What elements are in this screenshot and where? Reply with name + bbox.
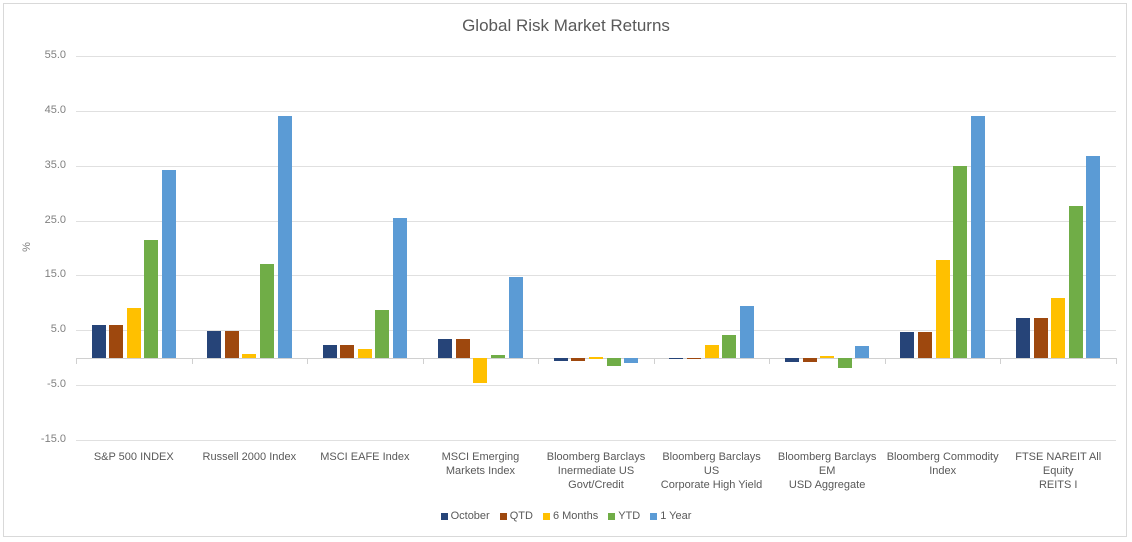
y-axis-label: %	[20, 242, 33, 252]
bar-1-year	[277, 115, 292, 358]
x-tick-mark	[1000, 357, 1002, 364]
x-tick-mark	[653, 357, 655, 364]
bar-qtd	[455, 338, 470, 358]
x-category-label: FTSE NAREIT All Equity REITS I	[1015, 451, 1102, 491]
bar-qtd	[1033, 318, 1048, 358]
bar-october	[669, 357, 684, 360]
x-category-label: MSCI EAFE Index	[320, 451, 410, 463]
legend-item: 6 Months	[542, 510, 599, 522]
legend-swatch-icon	[542, 512, 550, 520]
bar-qtd	[918, 332, 933, 358]
y-tick-label: -15.0	[40, 433, 66, 445]
bar-6-months	[126, 307, 141, 358]
legend-swatch-icon	[440, 512, 448, 520]
gridline	[76, 165, 1116, 167]
legend-item: QTD	[499, 510, 533, 522]
bar-1-year	[624, 357, 639, 363]
legend-swatch-icon	[650, 512, 658, 520]
bar-ytd	[375, 309, 390, 358]
chart-title: Global Risk Market Returns	[462, 16, 670, 35]
bar-october	[207, 330, 222, 358]
bar-october	[1016, 318, 1031, 358]
x-tick-mark	[538, 357, 540, 364]
y-tick-label: 45.0	[44, 103, 66, 116]
bar-1-year	[161, 170, 176, 358]
gridline	[76, 110, 1116, 112]
bar-6-months	[704, 344, 719, 358]
bar-ytd	[144, 239, 159, 358]
gridline	[76, 220, 1116, 222]
legend-label: 6 Months	[552, 510, 599, 522]
legend-item: 1 Year	[650, 510, 691, 522]
legend-item: YTD	[608, 510, 640, 522]
bar-6-months	[589, 357, 603, 359]
y-tick-label: 25.0	[44, 213, 66, 226]
gridline	[76, 275, 1116, 277]
x-tick-mark	[884, 357, 886, 364]
legend-label: 1 Year	[660, 510, 692, 522]
legend-label: QTD	[509, 510, 533, 522]
bar-ytd	[722, 334, 737, 358]
bar-qtd	[571, 357, 586, 361]
bar-october	[438, 338, 453, 358]
bar-6-months	[1051, 297, 1066, 358]
x-tick-mark	[76, 357, 77, 364]
bar-qtd	[802, 357, 817, 362]
x-tick-mark	[307, 357, 309, 364]
bar-ytd	[259, 263, 274, 358]
x-category-label: Bloomberg Barclays US Corporate High Yiel…	[660, 451, 763, 491]
x-category-label: Bloomberg Barclays EM USD Aggregate	[777, 451, 877, 491]
x-category-label: S&P 500 INDEX	[93, 451, 174, 463]
y-tick-label: 55.0	[44, 49, 66, 61]
bar-6-months	[473, 357, 488, 383]
bar-october	[91, 324, 106, 358]
bar-6-months	[935, 259, 950, 358]
x-category-label: Bloomberg Barclays Inermediate US Govt/Cre…	[546, 451, 646, 491]
bar-october	[900, 332, 915, 358]
bar-1-year	[508, 276, 523, 358]
bar-6-months	[357, 349, 372, 358]
bar-october	[784, 357, 799, 362]
bar-ytd	[837, 357, 852, 368]
x-tick-mark	[422, 357, 424, 364]
bar-ytd	[1068, 206, 1083, 358]
bar-ytd	[953, 165, 968, 358]
bar-1-year	[1086, 156, 1101, 358]
bar-qtd	[340, 344, 355, 358]
legend-label: YTD	[618, 510, 641, 522]
x-category-label: Russell 2000 Index	[202, 451, 297, 463]
bar-qtd	[224, 330, 239, 358]
legend-item: October	[440, 510, 490, 522]
bar-ytd	[491, 354, 506, 358]
bar-qtd	[686, 357, 701, 360]
legend-label: October	[450, 510, 490, 522]
bar-october	[553, 357, 568, 361]
y-tick-label: 15.0	[44, 268, 66, 281]
bar-1-year	[393, 217, 408, 358]
bar-1-year	[739, 305, 754, 358]
bar-6-months	[820, 355, 835, 358]
bar-6-months	[242, 354, 257, 358]
x-tick-mark	[1116, 357, 1117, 364]
x-tick-mark	[191, 357, 193, 364]
gridline	[76, 330, 1116, 332]
y-tick-label: 5.0	[50, 323, 66, 336]
x-category-label: MSCI Emerging Markets Index	[441, 451, 520, 477]
y-tick-label: 35.0	[44, 158, 66, 171]
x-category-label: Bloomberg Commodity Index	[886, 451, 999, 477]
bar-1-year	[970, 116, 985, 358]
x-tick-mark	[769, 357, 771, 364]
chart-legend: October QTD 6 Months YTD 1 Year	[0, 510, 1132, 522]
bar-october	[322, 344, 337, 358]
gridline	[76, 440, 1116, 441]
bar-ytd	[606, 357, 621, 366]
bar-1-year	[855, 346, 870, 358]
legend-swatch-icon	[608, 512, 616, 520]
legend-swatch-icon	[499, 512, 507, 520]
bar-qtd	[109, 324, 124, 358]
gridline	[76, 385, 1116, 387]
gridline	[76, 56, 1116, 57]
y-tick-label: -5.0	[47, 378, 66, 391]
